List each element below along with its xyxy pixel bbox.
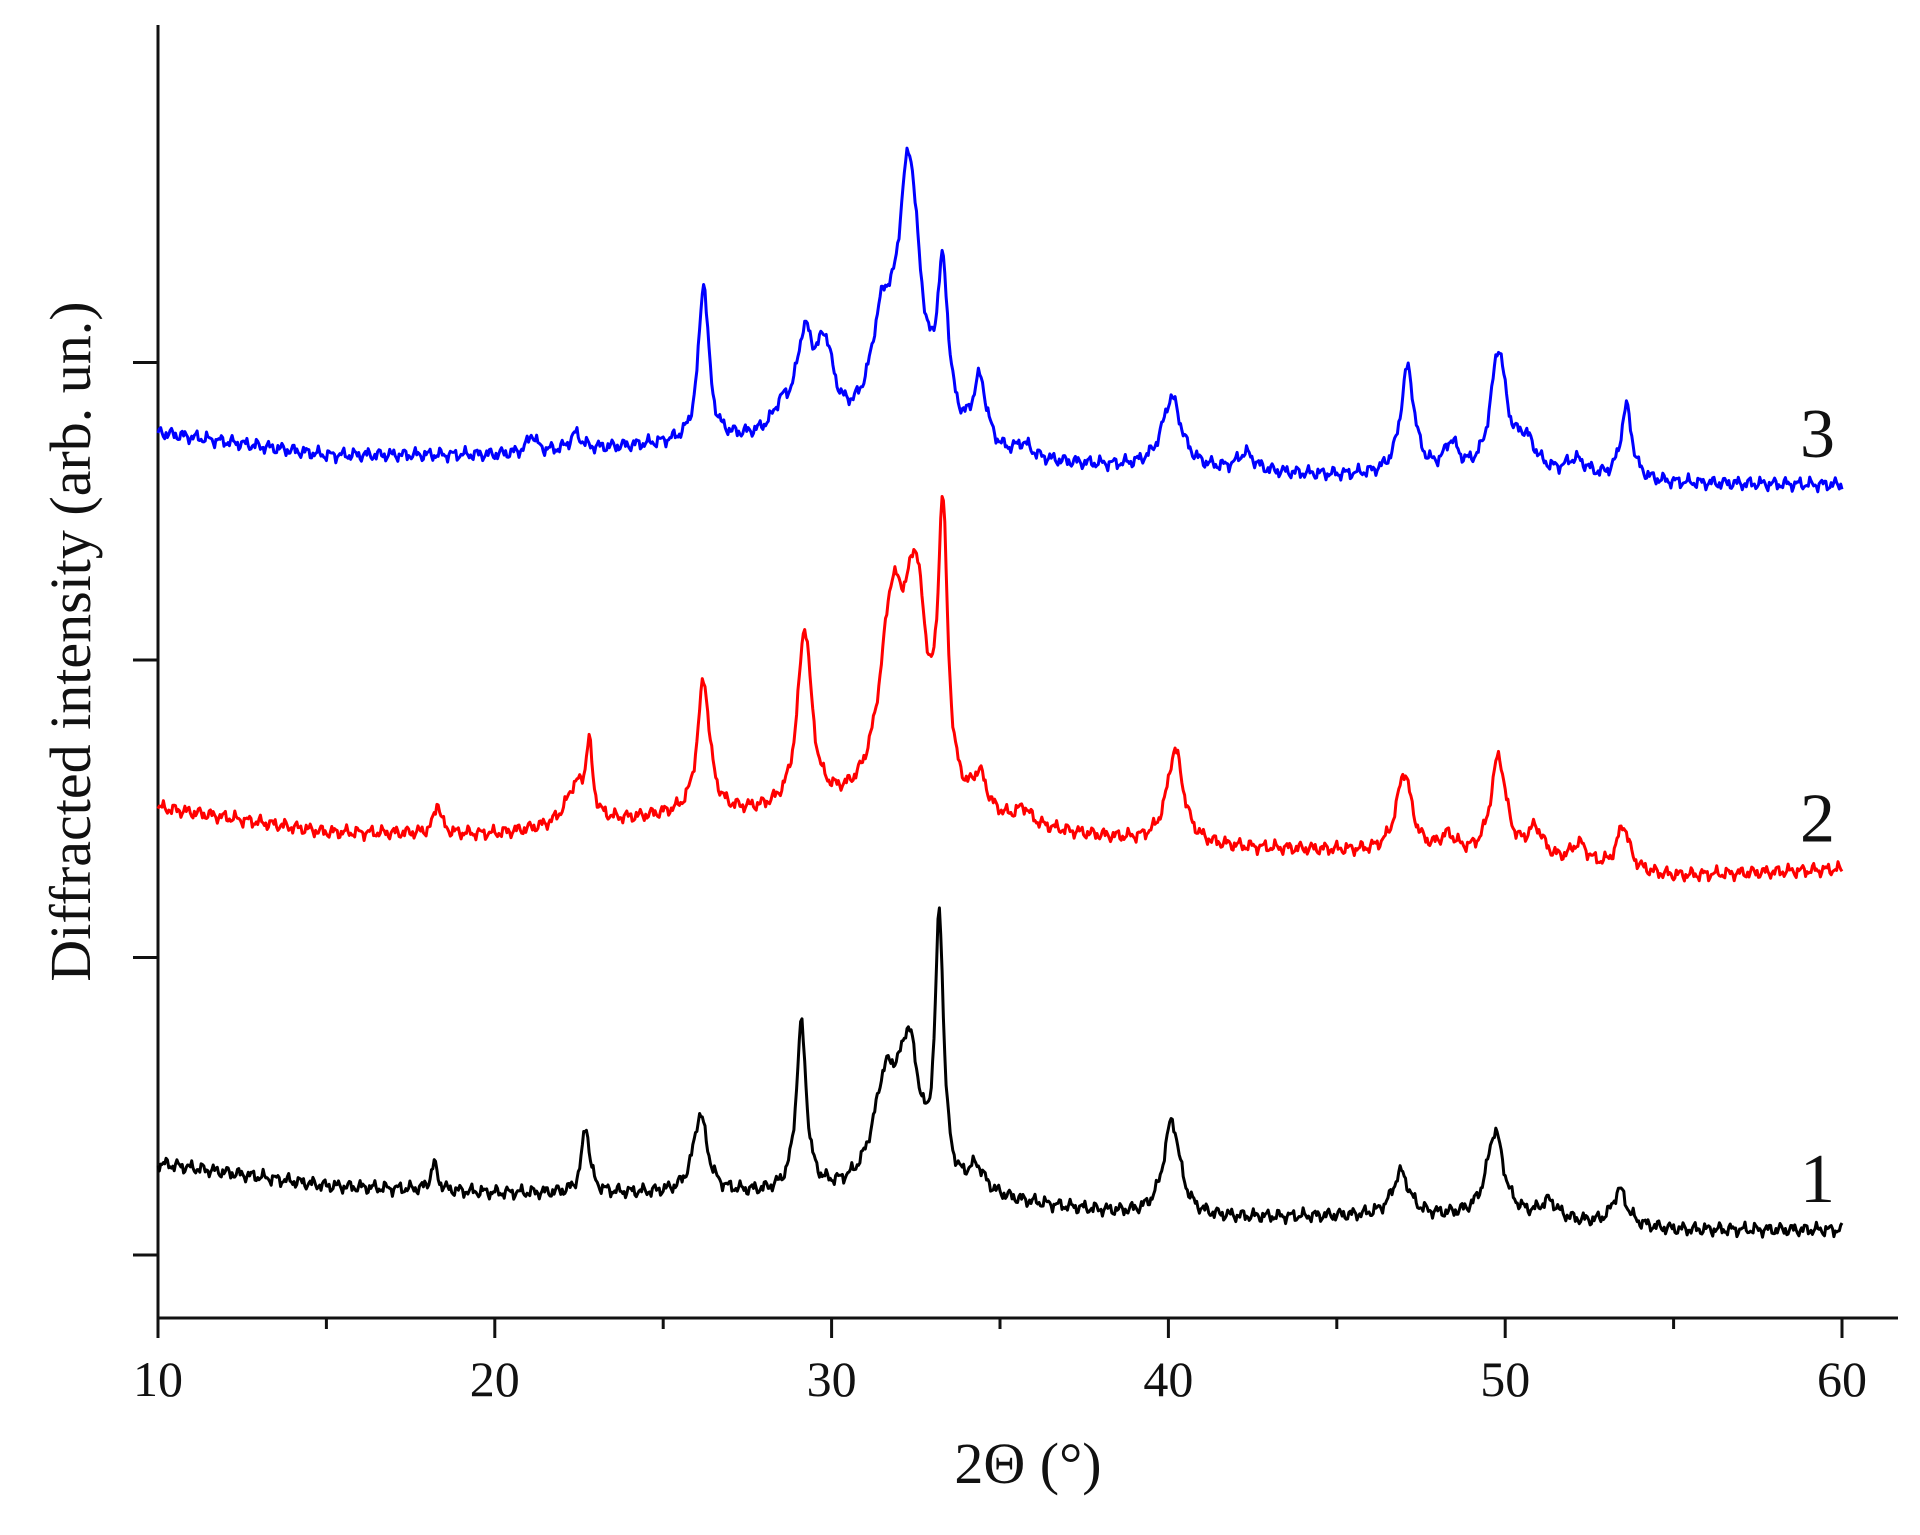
series-2-label: 2	[1800, 780, 1835, 857]
x-tick-label: 40	[1143, 1351, 1193, 1407]
series-3-line	[156, 146, 1844, 494]
x-tick-label: 30	[807, 1351, 857, 1407]
x-tick-label: 20	[470, 1351, 520, 1407]
series-1-line	[156, 906, 1844, 1239]
x-tick-label: 60	[1817, 1351, 1867, 1407]
y-axis-label: Diffracted intensity (arb. un.)	[38, 301, 103, 981]
x-tick-label: 10	[133, 1351, 183, 1407]
series-3-label: 3	[1800, 396, 1835, 473]
x-axis-label: 2Θ (°)	[954, 1431, 1101, 1496]
x-tick-label: 50	[1480, 1351, 1530, 1407]
series-1-label: 1	[1800, 1141, 1835, 1218]
series-2-line	[156, 495, 1844, 883]
